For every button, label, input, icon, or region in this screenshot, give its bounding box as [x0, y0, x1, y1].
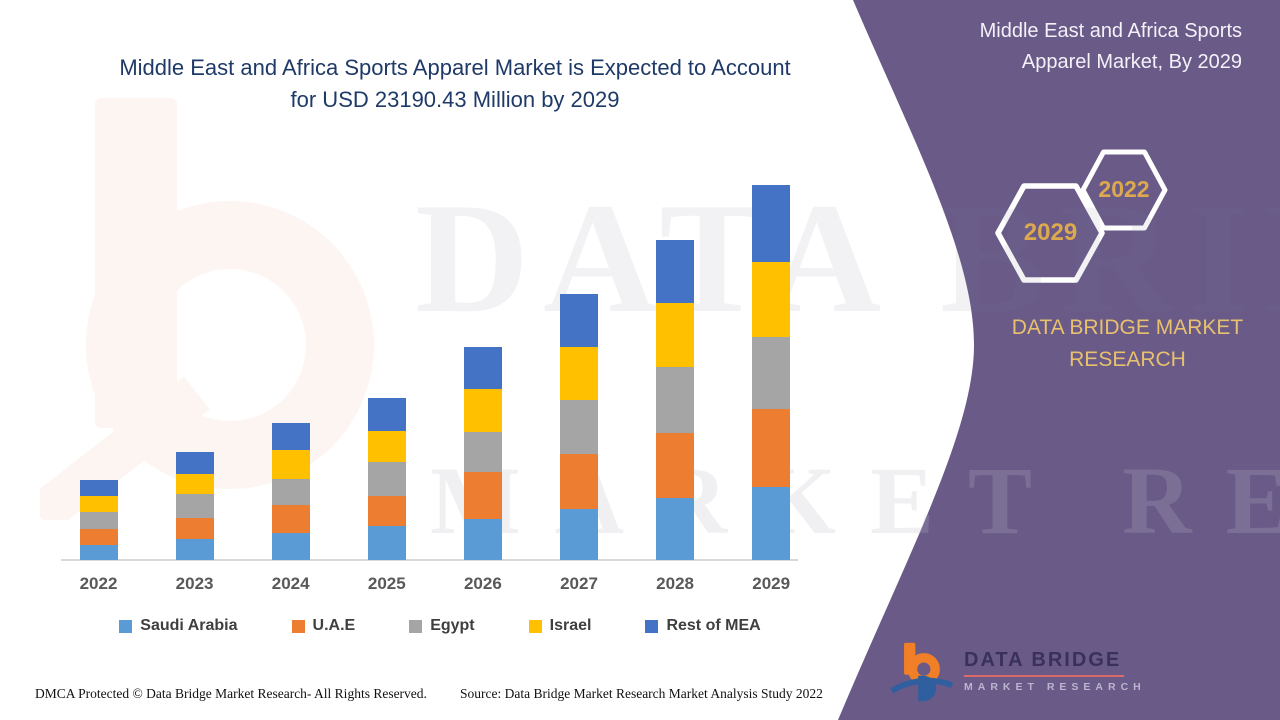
brand-text-line2: RESEARCH [1069, 347, 1186, 371]
stacked-bar-2027 [560, 294, 598, 560]
hexagon-2022-outline [1080, 149, 1168, 231]
x-axis-label-2027: 2027 [560, 574, 598, 593]
legend-item-rest-of-mea: Rest of MEA [645, 617, 761, 635]
legend-label: Rest of MEA [666, 617, 761, 634]
chart-legend: Saudi Arabia U.A.E Egypt Israel Rest of MEA [60, 617, 820, 635]
bar-segment-2025-rest-of-mea [367, 398, 406, 432]
bar-segment-2022-israel [79, 495, 118, 513]
bar-segment-2024-u-a-e [271, 505, 310, 533]
side-panel-title-line1: Middle East and Africa Sports [979, 20, 1242, 42]
bar-segment-2022-rest-of-mea [79, 479, 118, 496]
x-axis-line [61, 559, 798, 561]
bar-segment-2028-saudi-arabia [656, 498, 695, 560]
bar-segment-2027-egypt [560, 399, 598, 454]
legend-swatch-icon [291, 619, 305, 633]
stacked-bar-2025 [367, 398, 406, 560]
bar-segment-2024-saudi-arabia [271, 533, 310, 560]
bar-segment-2023-rest-of-mea [175, 452, 214, 474]
databridge-logo: DATA BRIDGE MARKET RESEARCH [888, 630, 1148, 712]
x-axis-label-2028: 2028 [656, 574, 694, 593]
side-panel-title: Middle East and Africa Sports Apparel Ma… [882, 16, 1242, 78]
bar-segment-2028-u-a-e [656, 432, 695, 498]
databridge-logo-name: DATA BRIDGE [964, 649, 1122, 671]
bar-segment-2023-egypt [175, 494, 214, 519]
bar-segment-2025-saudi-arabia [367, 526, 406, 560]
stacked-bar-2029 [752, 184, 791, 560]
x-axis-label-2026: 2026 [463, 574, 502, 593]
bar-segment-2022-egypt [79, 512, 118, 529]
bar-segment-2022-u-a-e [79, 528, 118, 545]
bar-segment-2027-u-a-e [560, 454, 598, 509]
bar-segment-2026-egypt [463, 432, 502, 473]
legend-swatch-icon [119, 619, 133, 633]
chart-title-line1: Middle East and Africa Sports Apparel Ma… [119, 55, 791, 80]
bar-segment-2029-u-a-e [752, 408, 791, 487]
bar-segment-2023-saudi-arabia [175, 539, 214, 560]
bar-segment-2027-israel [560, 347, 598, 400]
hexagon-2029-label: 2029 [1023, 219, 1078, 246]
x-axis-label-2029: 2029 [752, 574, 791, 593]
bar-segment-2024-egypt [271, 478, 310, 505]
chart-title-line2: for USD 23190.43 Million by 2029 [290, 86, 620, 112]
hexagon-2029-outline [995, 183, 1105, 283]
dmca-notice: DMCA Protected © Data Bridge Market Rese… [35, 686, 427, 701]
bar-segment-2027-saudi-arabia [560, 509, 598, 560]
bar-segment-2029-egypt [752, 336, 791, 409]
bar-segment-2023-israel [175, 473, 214, 495]
side-panel-title-line2: Apparel Market, By 2029 [1021, 51, 1242, 73]
bar-segment-2028-egypt [656, 366, 695, 433]
bar-segment-2025-israel [367, 431, 406, 463]
source-note: Source: Data Bridge Market Research Mark… [460, 686, 823, 701]
legend-item-israel: Israel [528, 617, 592, 635]
stacked-bar-2026 [463, 347, 502, 560]
bar-segment-2024-rest-of-mea [271, 422, 310, 450]
databridge-logo-divider [964, 675, 1124, 677]
bar-segment-2026-u-a-e [463, 472, 502, 520]
databridge-logo-icon [890, 642, 954, 702]
bar-segment-2026-israel [463, 388, 502, 433]
bar-segment-2023-u-a-e [175, 518, 214, 540]
legend-label: Saudi Arabia [140, 617, 238, 634]
bar-segment-2029-saudi-arabia [752, 486, 791, 560]
stacked-bar-2024 [271, 422, 310, 560]
legend-item-saudi-arabia: Saudi Arabia [119, 617, 238, 635]
bar-segment-2025-egypt [367, 462, 406, 497]
legend-label: U.A.E [312, 617, 356, 634]
databridge-logo-subtitle: MARKET RESEARCH [964, 681, 1146, 693]
stacked-bar-2028 [656, 239, 695, 560]
databridge-logo-text: DATA BRIDGE MARKET RESEARCH [964, 649, 1146, 693]
bar-segment-2028-rest-of-mea [656, 239, 695, 303]
x-axis-label-2024: 2024 [271, 574, 310, 593]
stacked-bar-2022 [79, 479, 118, 560]
bar-segment-2026-saudi-arabia [463, 519, 502, 560]
footer: DMCA Protected © Data Bridge Market Rese… [0, 683, 860, 713]
legend-swatch-icon [645, 619, 659, 633]
x-axis-label-2025: 2025 [367, 574, 406, 593]
brand-text: DATA BRIDGE MARKET RESEARCH [985, 312, 1270, 375]
bar-segment-2028-israel [656, 302, 695, 367]
bar-segment-2027-rest-of-mea [560, 294, 598, 348]
bar-segment-2026-rest-of-mea [463, 347, 502, 389]
bar-segment-2025-u-a-e [367, 496, 406, 526]
stacked-bar-2023 [175, 452, 214, 560]
brand-text-line1: DATA BRIDGE MARKET [1011, 316, 1244, 339]
hexagon-2022-label: 2022 [1098, 176, 1150, 202]
bar-segment-2024-israel [271, 449, 310, 479]
legend-swatch-icon [409, 619, 423, 633]
legend-label: Israel [549, 617, 592, 634]
legend-item-egypt: Egypt [409, 617, 475, 635]
legend-item-u-a-e: U.A.E [291, 617, 356, 635]
bar-segment-2022-saudi-arabia [79, 544, 118, 560]
chart-title: Middle East and Africa Sports Apparel Ma… [45, 52, 865, 116]
x-axis-label-2023: 2023 [175, 574, 214, 593]
legend-label: Egypt [430, 617, 475, 634]
legend-swatch-icon [528, 619, 542, 633]
bar-segment-2029-rest-of-mea [752, 184, 791, 262]
bar-segment-2029-israel [752, 261, 791, 337]
x-axis-label-2022: 2022 [79, 574, 118, 593]
